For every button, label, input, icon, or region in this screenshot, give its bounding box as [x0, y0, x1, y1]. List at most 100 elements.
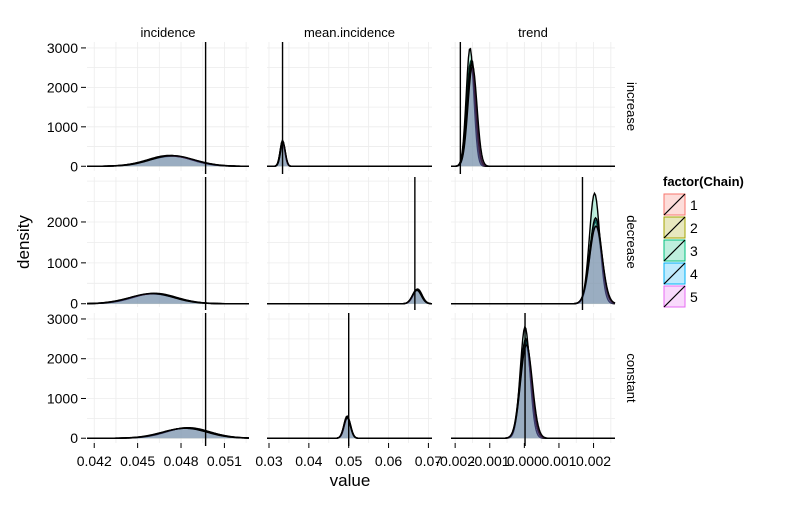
- x-tick-label: 0.07: [415, 453, 442, 469]
- y-tick-label: 1000: [47, 390, 78, 406]
- panel-grid: [451, 42, 615, 171]
- legend-title: factor(Chain): [663, 174, 744, 189]
- x-axes: 0.042 0.045 0.048 0.051 0.03 0.04 0.05 0.06 0.07…: [77, 443, 611, 469]
- x-tick-label: 0.000: [507, 453, 542, 469]
- density-area-chain-1: [87, 155, 249, 167]
- x-tick-label: 0.042: [77, 453, 112, 469]
- panel-constant-incidence: [87, 313, 250, 446]
- panel-grid: [451, 177, 615, 307]
- legend-label: 2: [690, 220, 698, 236]
- legend-item-chain-1: 1: [663, 193, 698, 216]
- column-strip-mean-incidence: mean.incidence: [304, 25, 395, 40]
- density-area-chain-3: [451, 193, 615, 304]
- column-strip-incidence: incidence: [141, 25, 196, 40]
- y-tick-label: 2000: [47, 214, 78, 230]
- row-strip-increase: increase: [624, 82, 639, 131]
- density-line-chain-5: [87, 427, 250, 439]
- legend-label: 1: [690, 197, 698, 213]
- panel-increase-incidence: [87, 42, 250, 174]
- panel-decrease-mean-incidence: [267, 177, 433, 310]
- x-tick-label: 0.03: [255, 453, 282, 469]
- panel-background: [451, 177, 615, 307]
- density-area-chain-1: [451, 340, 615, 439]
- density-line-chain-5: [267, 289, 433, 305]
- density-area-chain-5: [87, 155, 249, 167]
- legend-label: 4: [690, 266, 698, 282]
- density-area-chain-2: [87, 293, 249, 304]
- legend-label: 5: [690, 289, 698, 305]
- panel-constant-trend: [451, 313, 615, 446]
- density-line-chain-5: [451, 225, 616, 305]
- y-tick-label: 0: [70, 430, 78, 446]
- density-area-chain-2: [87, 428, 249, 439]
- legend-swatch-line: [663, 262, 686, 285]
- x-axis-title: value: [330, 471, 371, 490]
- x-tick-label: -0.001: [470, 453, 510, 469]
- panel-grid: [87, 313, 249, 443]
- y-tick-label: 2000: [47, 79, 78, 95]
- panel-grid: [267, 42, 432, 171]
- density-area-chain-3: [451, 48, 615, 167]
- panel-constant-mean-incidence: [267, 313, 432, 446]
- density-line-chain-5: [451, 63, 615, 167]
- y-tick-label: 0: [70, 158, 78, 174]
- panel-decrease-trend: [451, 177, 616, 310]
- panel-background: [451, 313, 615, 443]
- row-strip-decrease: decrease: [624, 215, 639, 268]
- legend-item-chain-2: 2: [663, 216, 698, 239]
- x-tick-label: 0.045: [120, 453, 155, 469]
- density-area-chain-1: [87, 427, 249, 439]
- density-line-chain-5: [86, 292, 249, 305]
- density-area-chain-2: [451, 343, 615, 439]
- x-tick-label: 0.051: [207, 453, 242, 469]
- legend-label: 3: [690, 243, 698, 259]
- density-area-chain-1: [451, 61, 615, 167]
- density-area-chain-1: [451, 222, 615, 304]
- y-axis-title: density: [14, 215, 33, 269]
- legend-swatch-line: [663, 216, 686, 239]
- density-area-chain-4: [87, 428, 249, 439]
- x-tick-label: 0.06: [375, 453, 402, 469]
- panel-background: [267, 42, 432, 171]
- panel-decrease-incidence: [86, 177, 249, 310]
- density-area-chain-4: [451, 63, 615, 167]
- row-strip-constant: constant: [624, 353, 639, 403]
- density-area-chain-4: [451, 338, 615, 439]
- x-tick-label: 0.001: [541, 453, 576, 469]
- x-tick-label: 0.05: [335, 453, 362, 469]
- panel-increase-trend: [450, 42, 615, 174]
- density-area-chain-3: [451, 327, 615, 439]
- density-area-chain-4: [451, 217, 615, 304]
- legend-item-chain-3: 3: [663, 239, 698, 262]
- column-strip-labels: incidence mean.incidence trend: [141, 25, 548, 40]
- legend-swatch-line: [663, 239, 686, 262]
- y-tick-label: 1000: [47, 255, 78, 271]
- facet-panels: [86, 42, 616, 446]
- y-tick-label: 3000: [47, 311, 78, 327]
- density-area-chain-3: [87, 293, 249, 304]
- density-area-chain-5: [267, 417, 432, 439]
- density-area-chain-5: [87, 428, 249, 439]
- legend-item-chain-5: 5: [663, 285, 698, 308]
- column-strip-trend: trend: [518, 25, 548, 40]
- density-line-chain-5: [87, 154, 250, 167]
- legend-swatch-line: [663, 285, 686, 308]
- x-tick-label: 0.002: [576, 453, 611, 469]
- density-area-chain-4: [267, 417, 432, 439]
- density-area-chain-3: [267, 416, 432, 439]
- density-area-chain-3: [87, 155, 249, 167]
- legend: factor(Chain) 1 2 3 4 5: [663, 174, 744, 308]
- y-tick-label: 1000: [47, 119, 78, 135]
- density-area-chain-2: [451, 59, 615, 167]
- panel-background: [87, 42, 249, 171]
- x-tick-label: -0.002: [435, 453, 475, 469]
- panel-background: [87, 313, 249, 443]
- density-area-chain-1: [267, 416, 432, 439]
- density-line-chain-5: [267, 141, 432, 167]
- x-tick-label: 0.04: [295, 453, 322, 469]
- row-strip-labels: increase decrease constant: [624, 82, 639, 403]
- panel-grid: [87, 177, 249, 307]
- density-area-chain-5: [451, 65, 615, 167]
